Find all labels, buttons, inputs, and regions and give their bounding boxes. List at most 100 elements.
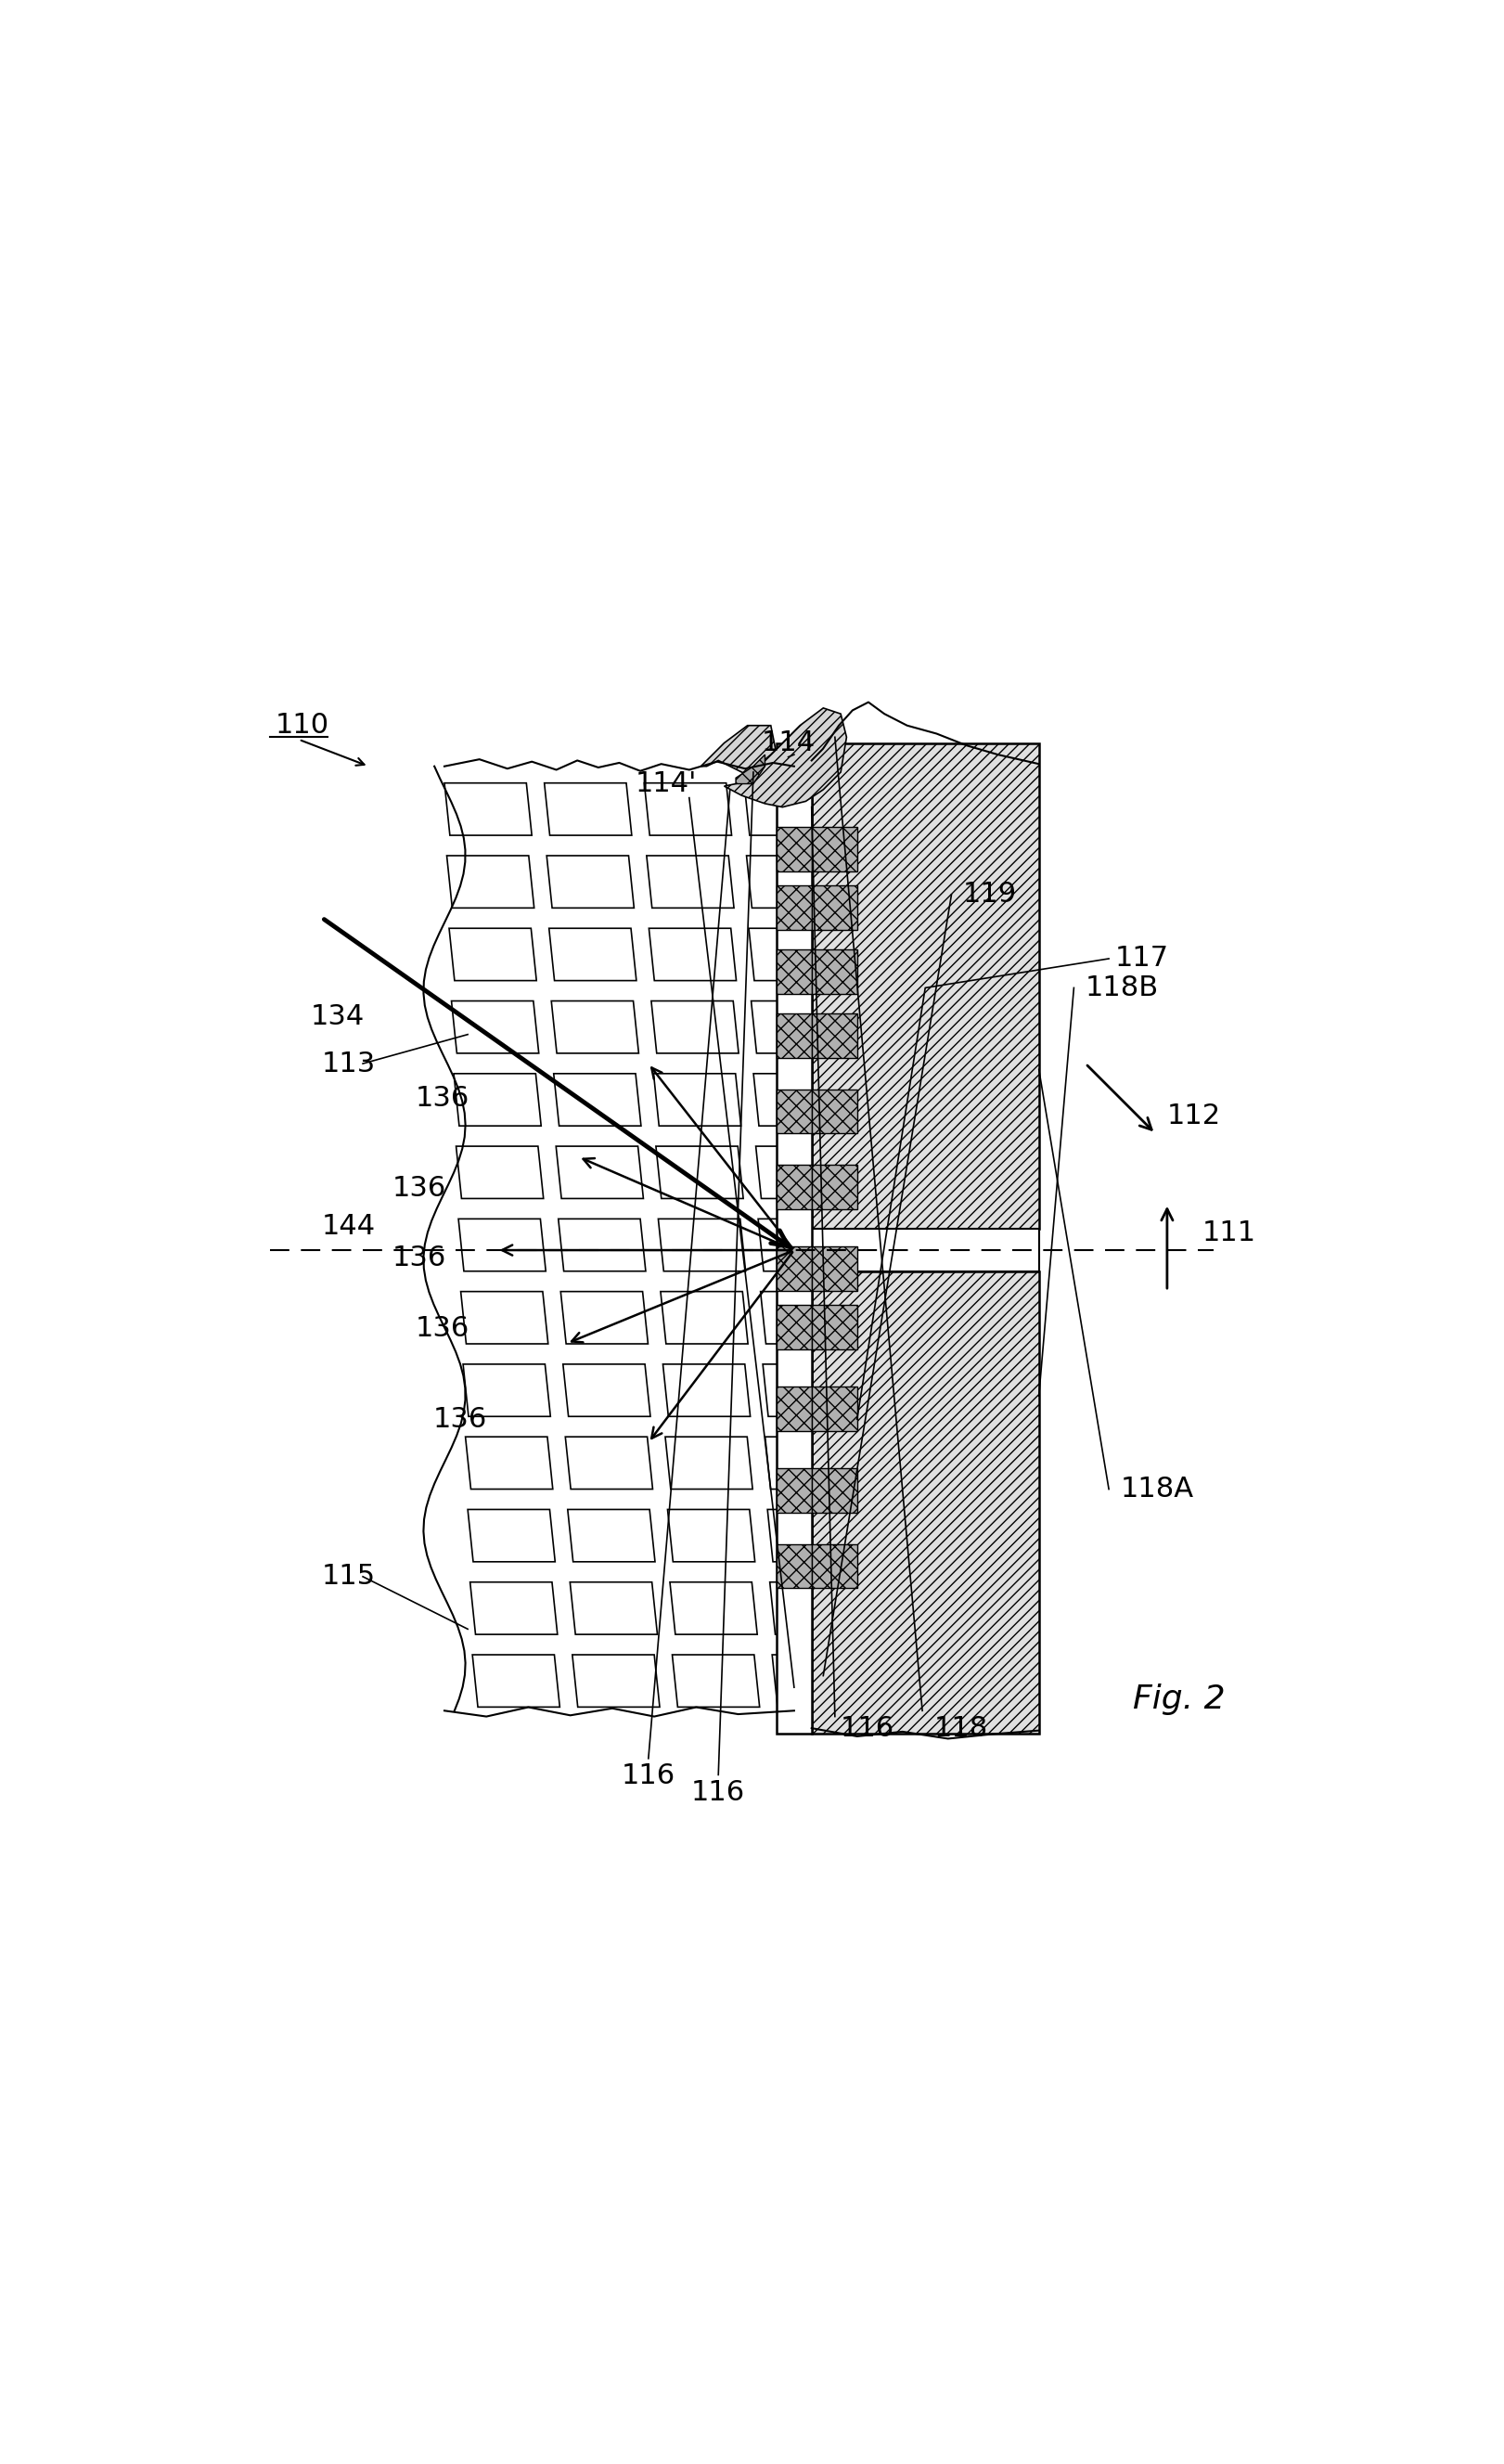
Polygon shape	[651, 1000, 738, 1052]
Text: 136: 136	[393, 1244, 447, 1271]
Polygon shape	[758, 1220, 845, 1271]
Bar	[812, 885, 857, 929]
Bar	[812, 744, 1039, 1230]
Polygon shape	[663, 1365, 750, 1417]
Bar	[776, 1306, 812, 1350]
Text: 117: 117	[1114, 946, 1169, 973]
Polygon shape	[669, 1582, 758, 1634]
Bar	[812, 1089, 857, 1133]
Polygon shape	[570, 1582, 657, 1634]
Polygon shape	[766, 1437, 853, 1488]
Polygon shape	[450, 929, 537, 981]
Polygon shape	[735, 754, 766, 784]
Bar	[812, 1306, 857, 1350]
Polygon shape	[750, 1000, 839, 1052]
Text: 134: 134	[310, 1003, 364, 1030]
Polygon shape	[459, 1220, 546, 1271]
Polygon shape	[561, 1291, 648, 1343]
Polygon shape	[468, 1510, 555, 1562]
Bar	[776, 1013, 812, 1057]
Polygon shape	[546, 855, 635, 907]
Bar	[776, 1469, 812, 1513]
Polygon shape	[757, 1146, 844, 1198]
Bar	[776, 1089, 812, 1133]
Bar	[812, 1013, 857, 1057]
Bar	[812, 1469, 857, 1513]
Polygon shape	[567, 1510, 656, 1562]
Polygon shape	[672, 1656, 760, 1708]
Text: 136: 136	[433, 1407, 487, 1432]
Polygon shape	[659, 1220, 746, 1271]
Polygon shape	[465, 1437, 553, 1488]
Polygon shape	[544, 784, 632, 835]
Polygon shape	[451, 1000, 538, 1052]
Text: Fig. 2: Fig. 2	[1133, 1683, 1224, 1715]
Polygon shape	[772, 1656, 859, 1708]
Polygon shape	[573, 1656, 660, 1708]
Polygon shape	[549, 929, 636, 981]
Polygon shape	[668, 1510, 755, 1562]
Bar	[445, 766, 794, 1710]
Bar	[812, 1545, 857, 1589]
Polygon shape	[754, 1074, 841, 1126]
Polygon shape	[463, 1365, 550, 1417]
Bar	[776, 1165, 812, 1210]
Text: 112: 112	[1167, 1101, 1221, 1129]
Polygon shape	[447, 855, 534, 907]
Text: 114: 114	[761, 729, 815, 756]
Polygon shape	[556, 1146, 644, 1198]
Text: 116: 116	[621, 1762, 675, 1789]
Polygon shape	[562, 1365, 650, 1417]
Text: 116: 116	[841, 1715, 895, 1742]
Polygon shape	[656, 1146, 743, 1198]
Polygon shape	[746, 855, 833, 907]
Polygon shape	[552, 1000, 639, 1052]
Polygon shape	[472, 1656, 559, 1708]
Text: 111: 111	[1202, 1220, 1256, 1247]
Bar	[776, 885, 812, 929]
Polygon shape	[644, 784, 731, 835]
Polygon shape	[558, 1220, 645, 1271]
Polygon shape	[701, 724, 776, 779]
Bar	[776, 828, 812, 872]
Text: 136: 136	[393, 1175, 447, 1202]
Polygon shape	[460, 1291, 547, 1343]
Polygon shape	[454, 1074, 541, 1126]
Bar	[776, 1247, 812, 1291]
Bar	[776, 744, 812, 1735]
Polygon shape	[553, 1074, 641, 1126]
Text: 136: 136	[415, 1316, 469, 1343]
Bar	[776, 949, 812, 993]
Polygon shape	[660, 1291, 747, 1343]
Text: 136: 136	[415, 1084, 469, 1111]
Polygon shape	[471, 1582, 558, 1634]
Text: 115: 115	[322, 1562, 376, 1589]
Polygon shape	[445, 784, 532, 835]
Text: 110: 110	[275, 712, 329, 739]
Bar	[812, 828, 857, 872]
Polygon shape	[770, 1582, 857, 1634]
Bar	[812, 1271, 1039, 1735]
Polygon shape	[566, 1437, 653, 1488]
Polygon shape	[456, 1146, 543, 1198]
Bar	[812, 1165, 857, 1210]
Polygon shape	[725, 707, 847, 808]
Polygon shape	[763, 1365, 850, 1417]
Polygon shape	[761, 1291, 848, 1343]
Text: 119: 119	[963, 882, 1017, 909]
Text: 118B: 118B	[1086, 973, 1160, 1000]
Bar	[812, 949, 857, 993]
Bar	[812, 1230, 1039, 1271]
Polygon shape	[654, 1074, 741, 1126]
Text: 113: 113	[322, 1050, 376, 1077]
Bar	[776, 1545, 812, 1589]
Polygon shape	[749, 929, 836, 981]
Polygon shape	[767, 1510, 854, 1562]
Polygon shape	[647, 855, 734, 907]
Bar	[812, 1387, 857, 1432]
Polygon shape	[665, 1437, 752, 1488]
Bar	[776, 1387, 812, 1432]
Text: 144: 144	[322, 1212, 376, 1239]
Polygon shape	[744, 784, 832, 835]
Polygon shape	[648, 929, 737, 981]
